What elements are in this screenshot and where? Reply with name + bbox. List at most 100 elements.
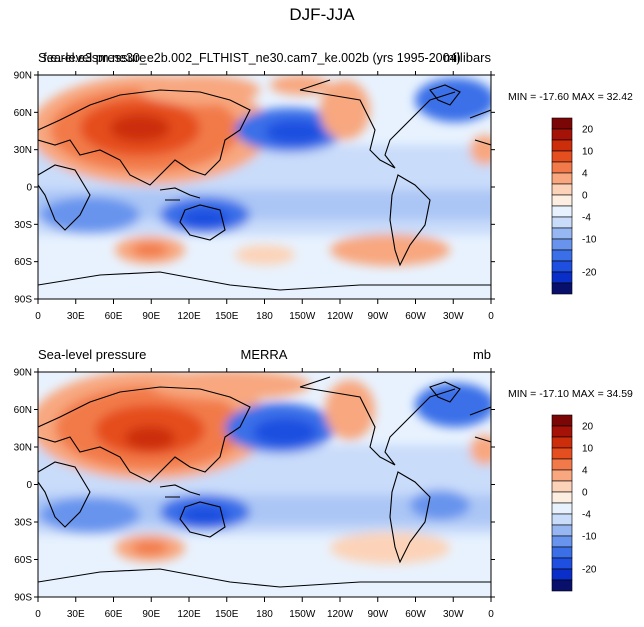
panel-bottom-stats: MIN = -17.10 MAX = 34.59	[508, 388, 633, 400]
x-tick-label-bottom-8: 120W	[327, 609, 354, 620]
y-tick-label-bottom-5: 60S	[14, 555, 32, 566]
colorbar-swatch-top-0	[551, 117, 573, 130]
panel-bottom-axes: 0 30E 60E 90E 120E 150E 180 150W 120W 90W 60W 30W 09…	[14, 368, 495, 620]
colorbar-swatch-top-4	[551, 161, 573, 174]
y-tick-label-bottom-3: 0	[26, 480, 32, 491]
y-tick-label-top-4: 30S	[14, 220, 32, 231]
x-tick-label-bottom-2: 60E	[105, 609, 123, 620]
panel-top-center-title: f.e.rel.e3sm.ne30_e2b.002_FLTHIST_ne30.c…	[43, 51, 460, 65]
x-tick-label-bottom-3: 90E	[142, 609, 160, 620]
colorbar-swatch-top-6	[551, 183, 573, 196]
colorbar-swatch-bottom-2	[551, 436, 573, 449]
x-tick-label-bottom-7: 150W	[289, 609, 316, 620]
colorbar-swatch-bottom-15	[551, 579, 573, 592]
colorbar-swatch-top-15	[551, 282, 573, 295]
colorbar-swatch-bottom-7	[551, 491, 573, 504]
colorbar-swatch-bottom-6	[551, 480, 573, 493]
y-tick-label-top-1: 60N	[14, 108, 32, 119]
colorbar-swatch-bottom-11	[551, 535, 573, 548]
x-tick-label-top-11: 30W	[443, 311, 464, 322]
y-tick-label-bottom-0: 90N	[14, 368, 32, 379]
x-tick-label-top-2: 60E	[105, 311, 123, 322]
y-tick-label-bottom-1: 60N	[14, 405, 32, 416]
colorbar-swatch-top-7	[551, 194, 573, 207]
x-tick-label-top-10: 60W	[405, 311, 426, 322]
x-tick-label-top-4: 120E	[177, 311, 201, 322]
y-tick-label-top-5: 60S	[14, 257, 32, 268]
x-tick-label-bottom-12: 0	[488, 609, 494, 620]
y-tick-label-bottom-2: 30N	[14, 443, 32, 454]
colorbar-label-top-5: 10	[582, 147, 594, 158]
figure-title: DJF-JJA	[289, 5, 355, 24]
x-tick-label-top-6: 180	[256, 311, 273, 322]
colorbar-swatch-top-9	[551, 216, 573, 229]
panel-bottom-map	[38, 372, 491, 597]
panel-bottom-coastlines	[38, 376, 491, 588]
colorbar-label-top-4: 4	[582, 169, 588, 180]
panel-top-map	[38, 75, 491, 299]
x-tick-label-bottom-6: 180	[256, 609, 273, 620]
colorbar-label-top-3: 0	[582, 191, 588, 202]
colorbar-label-bottom-1: -10	[582, 532, 597, 543]
panel-bottom-center-title: MERRA	[241, 347, 288, 362]
x-tick-label-top-3: 90E	[142, 311, 160, 322]
panel-top: Sea-level pressure f.e.rel.e3sm.ne30_e2b…	[14, 50, 633, 322]
colorbar-swatch-top-10	[551, 227, 573, 240]
colorbar-swatch-bottom-8	[551, 502, 573, 515]
x-tick-label-top-8: 120W	[327, 311, 354, 322]
colorbar-swatch-top-5	[551, 172, 573, 185]
x-tick-label-top-12: 0	[488, 311, 494, 322]
colorbar-swatch-top-13	[551, 260, 573, 273]
panel-top-left-title: Sea-level pressure	[38, 50, 146, 65]
y-tick-label-top-6: 90S	[14, 295, 32, 306]
colorbar-swatch-bottom-10	[551, 524, 573, 537]
colorbar-label-top-2: -4	[582, 213, 591, 224]
colorbar-swatch-top-14	[551, 271, 573, 284]
colorbar-label-bottom-2: -4	[582, 510, 591, 521]
colorbar-label-bottom-6: 20	[582, 422, 594, 433]
colorbar-swatch-bottom-13	[551, 557, 573, 570]
x-tick-label-bottom-5: 150E	[215, 609, 239, 620]
colorbar-swatch-bottom-5	[551, 469, 573, 482]
colorbar-label-top-0: -20	[582, 268, 597, 279]
colorbar-swatch-top-2	[551, 139, 573, 152]
panel-bottom-left-title: Sea-level pressure	[38, 347, 146, 362]
x-tick-label-bottom-10: 60W	[405, 609, 426, 620]
colorbar-label-bottom-0: -20	[582, 565, 597, 576]
colorbar-swatch-top-1	[551, 128, 573, 141]
y-tick-label-top-0: 90N	[14, 71, 32, 82]
colorbar-swatch-bottom-12	[551, 546, 573, 559]
colorbar-label-top-6: 20	[582, 125, 594, 136]
x-tick-label-bottom-4: 120E	[177, 609, 201, 620]
colorbar-swatch-bottom-9	[551, 513, 573, 526]
panel-top-stats: MIN = -17.60 MAX = 32.42	[508, 91, 633, 103]
y-tick-label-top-2: 30N	[14, 145, 32, 156]
panel-top-coastlines	[38, 79, 491, 291]
panel-top-units: millibars	[443, 50, 491, 65]
colorbar-swatch-bottom-1	[551, 425, 573, 438]
colorbar-bottom: -20 -10 -4 0 4 10 20	[551, 414, 597, 592]
x-tick-label-top-7: 150W	[289, 311, 316, 322]
panel-bottom-units: mb	[473, 347, 491, 362]
panel-bottom: Sea-level pressure MERRA mb MIN = -17.10…	[14, 347, 633, 620]
x-tick-label-bottom-9: 90W	[367, 609, 388, 620]
colorbar-swatch-bottom-0	[551, 414, 573, 427]
colorbar-swatch-bottom-14	[551, 568, 573, 581]
colorbar-label-bottom-5: 10	[582, 444, 594, 455]
x-tick-label-top-5: 150E	[215, 311, 239, 322]
y-tick-label-bottom-4: 30S	[14, 518, 32, 529]
colorbar-swatch-top-12	[551, 249, 573, 262]
x-tick-label-top-1: 30E	[67, 311, 85, 322]
x-tick-label-top-9: 90W	[367, 311, 388, 322]
x-tick-label-top-0: 0	[35, 311, 41, 322]
x-tick-label-bottom-11: 30W	[443, 609, 464, 620]
colorbar-label-bottom-3: 0	[582, 488, 588, 499]
x-tick-label-bottom-0: 0	[35, 609, 41, 620]
y-tick-label-top-3: 0	[26, 183, 32, 194]
x-tick-label-bottom-1: 30E	[67, 609, 85, 620]
colorbar-label-bottom-4: 4	[582, 466, 588, 477]
colorbar-label-top-1: -10	[582, 235, 597, 246]
colorbar-swatch-top-3	[551, 150, 573, 163]
y-tick-label-bottom-6: 90S	[14, 593, 32, 604]
